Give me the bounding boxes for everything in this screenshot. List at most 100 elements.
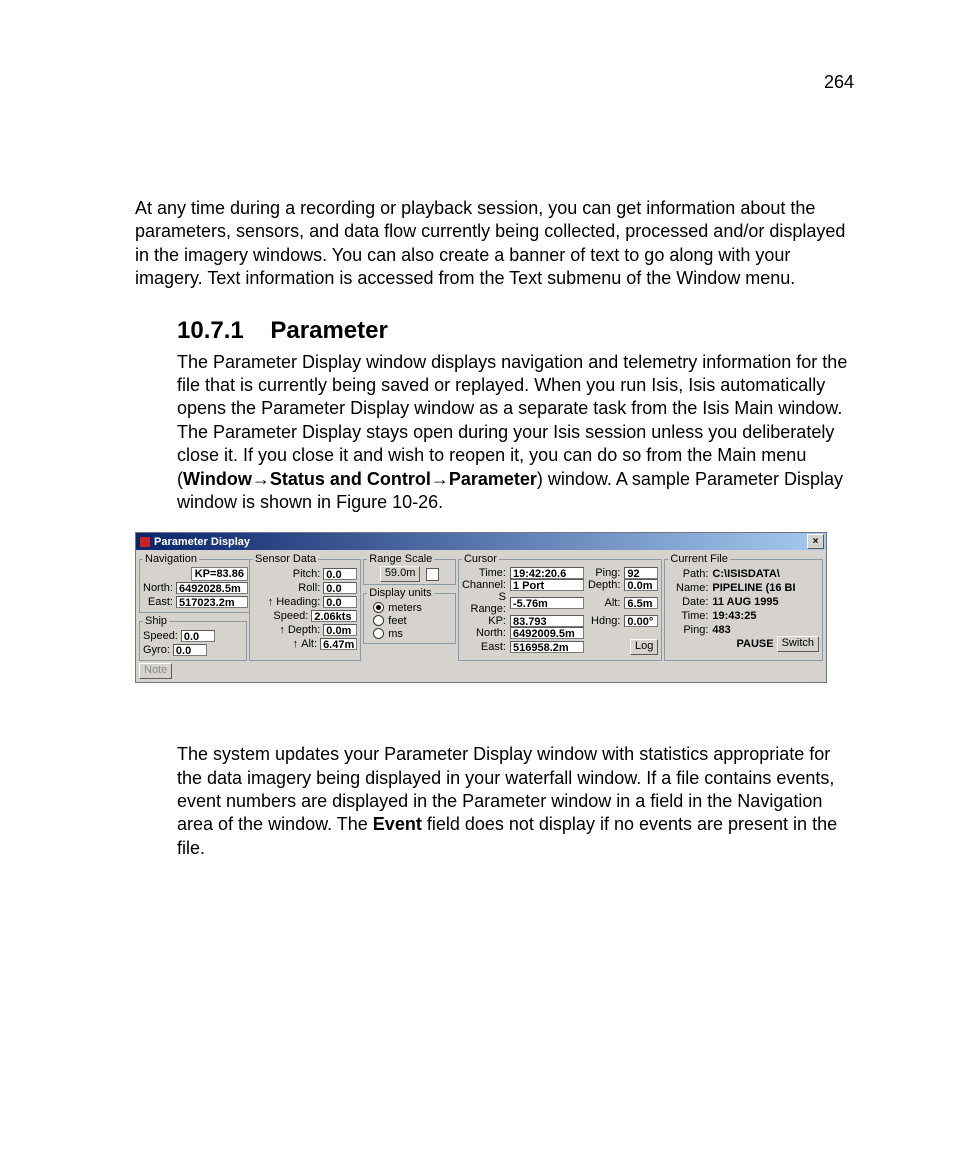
cursor-channel-label: Channel:	[462, 579, 506, 591]
file-date-label: Date:	[668, 596, 708, 608]
file-path-label: Path:	[668, 568, 708, 580]
cursor-kp-value: 83.793	[510, 615, 584, 627]
cursor-depth-label: Depth:	[588, 579, 620, 591]
parameter-display-window: Parameter Display × Navigation KP=83.86 …	[135, 532, 827, 683]
post-paragraph: The system updates your Parameter Displa…	[177, 743, 854, 860]
section-title-text: Parameter	[270, 317, 387, 344]
cursor-channel-value: 1 Port	[510, 579, 584, 591]
pitch-label: Pitch:	[293, 568, 321, 580]
file-name-label: Name:	[668, 582, 708, 594]
units-meters-label: meters	[388, 602, 422, 614]
display-units-group: Display units meters feet ms	[363, 587, 456, 644]
radio-icon	[373, 628, 384, 639]
north-value: 6492028.5m	[176, 582, 248, 594]
radio-icon	[373, 602, 384, 613]
cursor-group: Cursor Time: 19:42:20.6 Ping: 92 Channel: 1…	[458, 553, 662, 661]
file-name-value: PIPELINE (16 BI	[712, 582, 795, 594]
file-path-value: C:\ISISDATA\	[712, 568, 779, 580]
sensor-speed-label: Speed:	[273, 610, 308, 622]
pause-indicator: PAUSE	[737, 638, 774, 650]
range-value-button[interactable]: 59.0m	[380, 566, 421, 582]
intro-paragraph: At any time during a recording or playba…	[135, 197, 854, 291]
units-legend: Display units	[367, 587, 433, 599]
speed-label: Speed:	[143, 630, 178, 642]
cursor-ping-value: 92	[624, 567, 658, 579]
document-page: 264 At any time during a recording or pl…	[0, 0, 954, 1159]
section: 10.7.1 Parameter The Parameter Display w…	[177, 317, 854, 515]
pitch-value: 0.0	[323, 568, 357, 580]
units-feet-row[interactable]: feet	[367, 614, 452, 627]
range-scale-group: Range Scale 59.0m	[363, 553, 456, 585]
ship-speed-value: 0.0	[181, 630, 215, 642]
cursor-srange-value: -5.76m	[510, 597, 584, 609]
cursor-depth-value: 0.0m	[624, 579, 658, 591]
cursor-time-label: Time:	[462, 567, 506, 579]
log-button[interactable]: Log	[630, 639, 658, 655]
sensor-speed-value: 2.06kts	[311, 610, 357, 622]
section-number: 10.7.1	[177, 317, 244, 344]
window-title: Parameter Display	[154, 536, 250, 548]
file-ping-label: Ping:	[668, 624, 708, 636]
close-button[interactable]: ×	[807, 534, 824, 549]
cursor-east-label: East:	[462, 641, 506, 653]
navigation-group: Navigation KP=83.86 North:6492028.5m Eas…	[139, 553, 252, 613]
heading-label: Heading:	[276, 596, 320, 608]
cursor-kp-label: KP:	[462, 615, 506, 627]
current-file-group: Current File Path: C:\ISISDATA\ Name: PIPE…	[664, 553, 823, 661]
units-meters-row[interactable]: meters	[367, 601, 452, 614]
file-ping-value: 483	[712, 624, 730, 636]
sensor-data-group: Sensor Data Pitch:0.0 Roll:0.0 Heading:0…	[249, 553, 361, 661]
cursor-alt-label: Alt:	[588, 597, 620, 609]
units-ms-label: ms	[388, 628, 403, 640]
cursor-north-label: North:	[462, 627, 506, 639]
ship-group: Ship Speed:0.0 Gyro:0.0	[139, 615, 247, 661]
alt-label: Alt:	[301, 638, 317, 650]
roll-label: Roll:	[298, 582, 320, 594]
cursor-hdng-label: Hdng:	[588, 615, 620, 627]
app-icon	[140, 537, 150, 547]
gyro-label: Gyro:	[143, 644, 170, 656]
kp-value: KP=83.86	[191, 567, 248, 581]
section-heading: 10.7.1 Parameter	[177, 317, 854, 345]
file-date-value: 11 AUG 1995	[712, 596, 778, 608]
heading-value: 0.0	[323, 596, 357, 608]
post-body-bold: Event	[373, 814, 422, 834]
alt-icon	[293, 638, 299, 650]
east-value: 517023.2m	[176, 596, 248, 608]
north-label: North:	[143, 582, 173, 594]
depth-label: Depth:	[288, 624, 320, 636]
range-checkbox[interactable]	[426, 568, 439, 581]
units-ms-row[interactable]: ms	[367, 627, 452, 640]
alt-value: 6.47m	[320, 638, 357, 650]
window-titlebar[interactable]: Parameter Display ×	[136, 533, 826, 550]
window-body: Navigation KP=83.86 North:6492028.5m Eas…	[136, 550, 826, 682]
gyro-value: 0.0	[173, 644, 207, 656]
file-time-label: Time:	[668, 610, 708, 622]
file-time-value: 19:43:25	[712, 610, 756, 622]
cursor-hdng-value: 0.00°	[624, 615, 658, 627]
roll-value: 0.0	[323, 582, 357, 594]
cursor-srange-label: S Range:	[462, 591, 506, 615]
range-legend: Range Scale	[367, 553, 434, 565]
cursor-time-value: 19:42:20.6	[510, 567, 584, 579]
depth-value: 0.0m	[323, 624, 357, 636]
switch-button[interactable]: Switch	[777, 636, 819, 652]
heading-icon	[268, 596, 274, 608]
ship-legend: Ship	[143, 615, 169, 627]
file-legend: Current File	[668, 553, 729, 565]
radio-icon	[373, 615, 384, 626]
cursor-east-value: 516958.2m	[510, 641, 584, 653]
navigation-legend: Navigation	[143, 553, 199, 565]
sensor-legend: Sensor Data	[253, 553, 318, 565]
note-button[interactable]: Note	[139, 663, 172, 679]
page-number: 264	[824, 72, 854, 93]
cursor-legend: Cursor	[462, 553, 499, 565]
cursor-north-value: 6492009.5m	[510, 627, 584, 639]
depth-icon	[279, 624, 285, 636]
section-body: The Parameter Display window displays na…	[177, 351, 854, 515]
cursor-ping-label: Ping:	[588, 567, 620, 579]
east-label: East:	[148, 596, 173, 608]
section-body-bold: Window→Status and Control→Parameter	[183, 469, 537, 489]
units-feet-label: feet	[388, 615, 406, 627]
cursor-alt-value: 6.5m	[624, 597, 658, 609]
